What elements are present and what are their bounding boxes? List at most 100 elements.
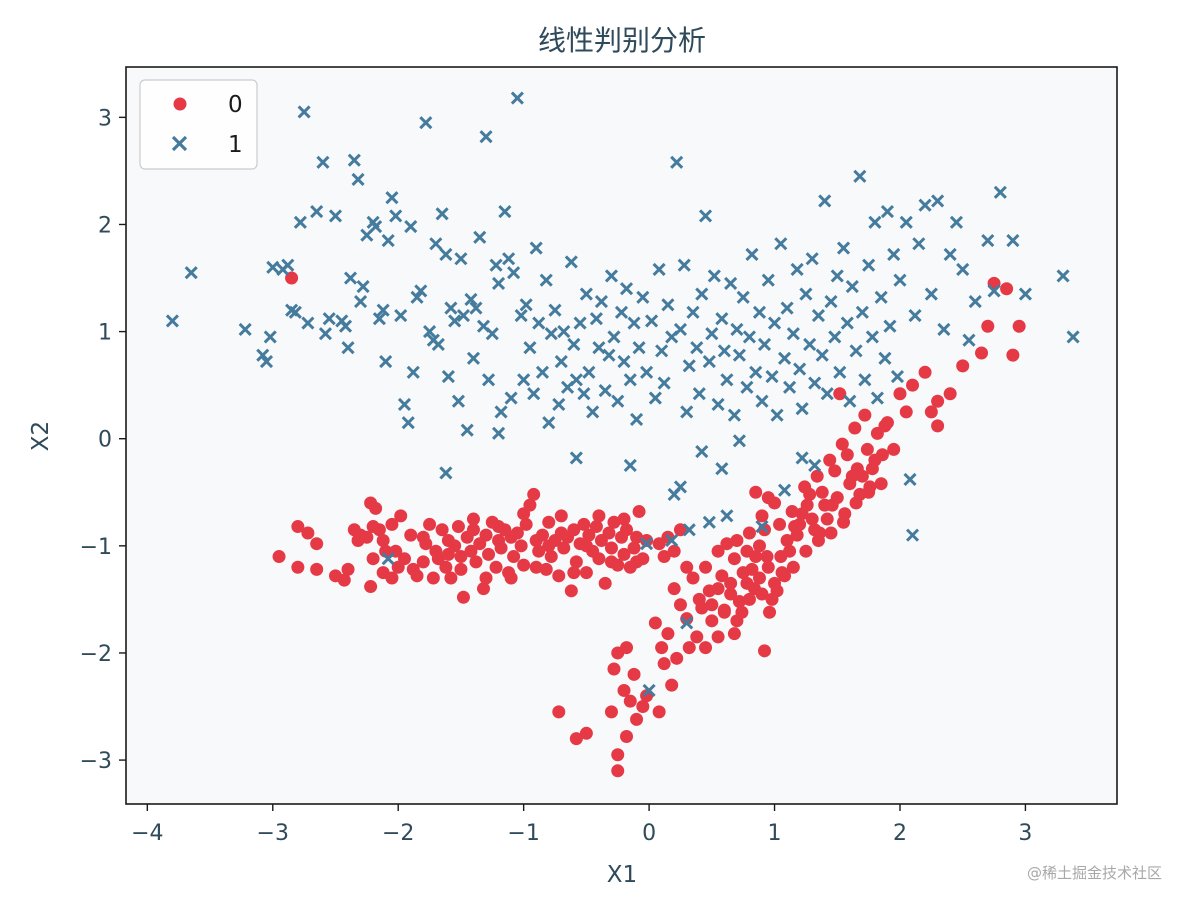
point-class-0 (479, 528, 493, 542)
point-class-1 (502, 252, 516, 266)
point-class-1 (808, 458, 822, 473)
y-tick-label: 3 (98, 106, 112, 131)
point-class-1 (686, 305, 700, 319)
point-class-0 (620, 523, 634, 537)
point-class-1 (767, 316, 782, 330)
point-class-0 (617, 683, 631, 697)
point-class-1 (439, 247, 453, 262)
point-class-0 (893, 387, 907, 401)
point-class-0 (494, 541, 508, 555)
point-class-0 (454, 562, 468, 576)
point-class-1 (454, 252, 468, 266)
point-class-0 (310, 562, 324, 576)
point-class-0 (469, 555, 483, 569)
point-class-0 (404, 528, 418, 542)
point-class-1 (381, 552, 395, 566)
point-class-1 (682, 359, 696, 373)
point-class-0 (761, 560, 775, 574)
point-class-1 (680, 405, 694, 419)
point-class-1 (878, 351, 892, 365)
x-tick-label: −4 (131, 821, 163, 846)
point-class-1 (840, 316, 854, 330)
point-class-0 (943, 387, 957, 401)
point-class-0 (604, 705, 618, 719)
legend: 0 1 (139, 79, 258, 170)
point-class-0 (840, 448, 854, 462)
point-class-0 (655, 641, 669, 655)
point-class-0 (815, 485, 829, 499)
point-class-1 (780, 301, 794, 315)
point-class-0 (758, 644, 772, 658)
point-class-1 (582, 365, 596, 379)
point-class-1 (833, 365, 847, 379)
point-class-0 (510, 526, 524, 540)
point-class-1 (765, 370, 779, 384)
point-class-0 (444, 571, 458, 585)
point-class-1 (343, 271, 358, 285)
point-class-0 (419, 537, 433, 551)
point-class-0 (301, 526, 315, 540)
point-class-0 (742, 526, 756, 540)
point-class-0 (620, 730, 634, 744)
point-class-1 (514, 308, 528, 323)
point-class-1 (865, 330, 879, 344)
point-class-1 (736, 290, 750, 304)
point-class-1 (611, 394, 625, 408)
point-class-1 (724, 276, 738, 290)
point-class-1 (845, 280, 859, 294)
point-class-0 (786, 560, 800, 574)
point-class-1 (376, 303, 390, 317)
point-class-0 (657, 657, 671, 671)
point-class-0 (732, 595, 746, 609)
point-class-1 (695, 287, 709, 301)
point-class-0 (760, 550, 774, 564)
point-class-1 (740, 380, 754, 394)
y-tick-label: −2 (80, 642, 112, 667)
point-class-1 (711, 397, 725, 411)
point-class-1 (328, 209, 343, 223)
point-class-1 (429, 237, 443, 251)
point-class-0 (727, 552, 741, 566)
point-class-0 (423, 517, 437, 531)
point-class-0 (310, 537, 324, 551)
point-class-1 (548, 303, 562, 317)
plot-frame (125, 66, 1118, 805)
point-class-0 (640, 533, 654, 547)
point-class-1 (586, 405, 600, 419)
point-class-1 (673, 480, 688, 494)
point-class-0 (439, 560, 453, 574)
point-class-1 (423, 325, 437, 339)
point-class-1 (310, 205, 324, 219)
point-class-0 (686, 571, 700, 585)
point-class-1 (987, 284, 1001, 298)
point-class-0 (799, 544, 813, 558)
point-class-0 (431, 552, 445, 566)
point-class-1 (297, 105, 311, 119)
point-class-0 (783, 544, 797, 558)
point-class-1 (263, 330, 277, 344)
point-class-0 (1006, 348, 1020, 362)
point-class-1 (830, 269, 844, 283)
point-class-0 (598, 576, 612, 590)
point-class-1 (880, 205, 894, 219)
point-class-0 (752, 539, 766, 553)
point-class-0 (673, 598, 687, 612)
point-class-1 (238, 322, 252, 337)
point-class-1 (627, 316, 641, 330)
point-class-1 (569, 373, 583, 387)
point-class-1 (908, 308, 922, 323)
point-class-0 (833, 387, 847, 401)
point-class-0 (724, 576, 738, 590)
point-class-1 (931, 194, 945, 208)
y-axis-ticks: −3 −2 −1 0 1 2 3 (80, 106, 126, 774)
point-class-1 (351, 172, 365, 187)
point-class-1 (569, 451, 583, 465)
point-class-1 (165, 314, 179, 328)
point-class-1 (745, 247, 759, 262)
point-class-0 (435, 523, 449, 537)
point-class-1 (510, 91, 524, 105)
point-class-0 (360, 530, 374, 544)
point-class-0 (489, 560, 503, 574)
point-class-1 (369, 220, 383, 234)
point-class-0 (745, 562, 759, 576)
